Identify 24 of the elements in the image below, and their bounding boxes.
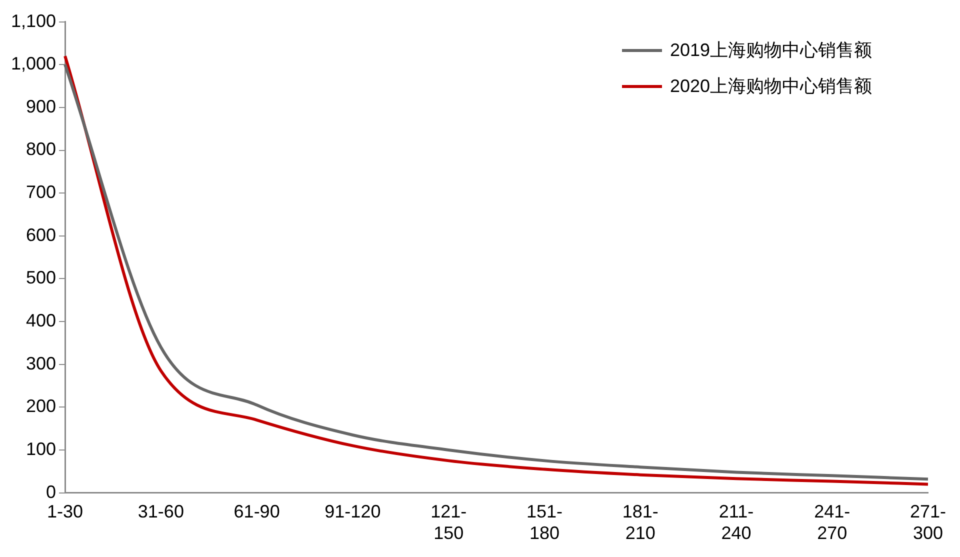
x-tick-label: 1-30	[47, 502, 84, 522]
x-tick-label: 151-180	[526, 502, 562, 544]
x-tick-label: 181-210	[622, 502, 658, 544]
y-tick-label: 700	[26, 182, 56, 202]
y-tick-label: 600	[26, 224, 56, 245]
y-tick-label: 900	[26, 96, 56, 116]
y-tick-label: 0	[46, 482, 56, 502]
legend-label: 2019上海购物中心销售额	[670, 39, 872, 62]
y-tick-label: 100	[26, 438, 56, 459]
x-tick-label: 241-270	[814, 502, 850, 544]
x-tick-label: 91-120	[324, 502, 381, 522]
y-tick-label: 200	[26, 396, 56, 416]
x-tick-label: 211-240	[718, 502, 754, 544]
y-tick-label: 1,000	[10, 54, 56, 74]
x-tick-label: 31-60	[138, 502, 184, 522]
x-tick-label: 61-90	[234, 502, 280, 522]
x-tick-label: 271-300	[910, 502, 946, 544]
y-tick-label: 400	[26, 310, 56, 330]
y-tick-label: 800	[26, 139, 56, 160]
x-tick-label: 121-150	[430, 502, 467, 544]
legend-label: 2020上海购物中心销售额	[670, 75, 872, 98]
y-tick-label: 300	[26, 353, 56, 374]
y-tick-label: 1,100	[10, 10, 56, 31]
y-tick-label: 500	[26, 268, 56, 288]
